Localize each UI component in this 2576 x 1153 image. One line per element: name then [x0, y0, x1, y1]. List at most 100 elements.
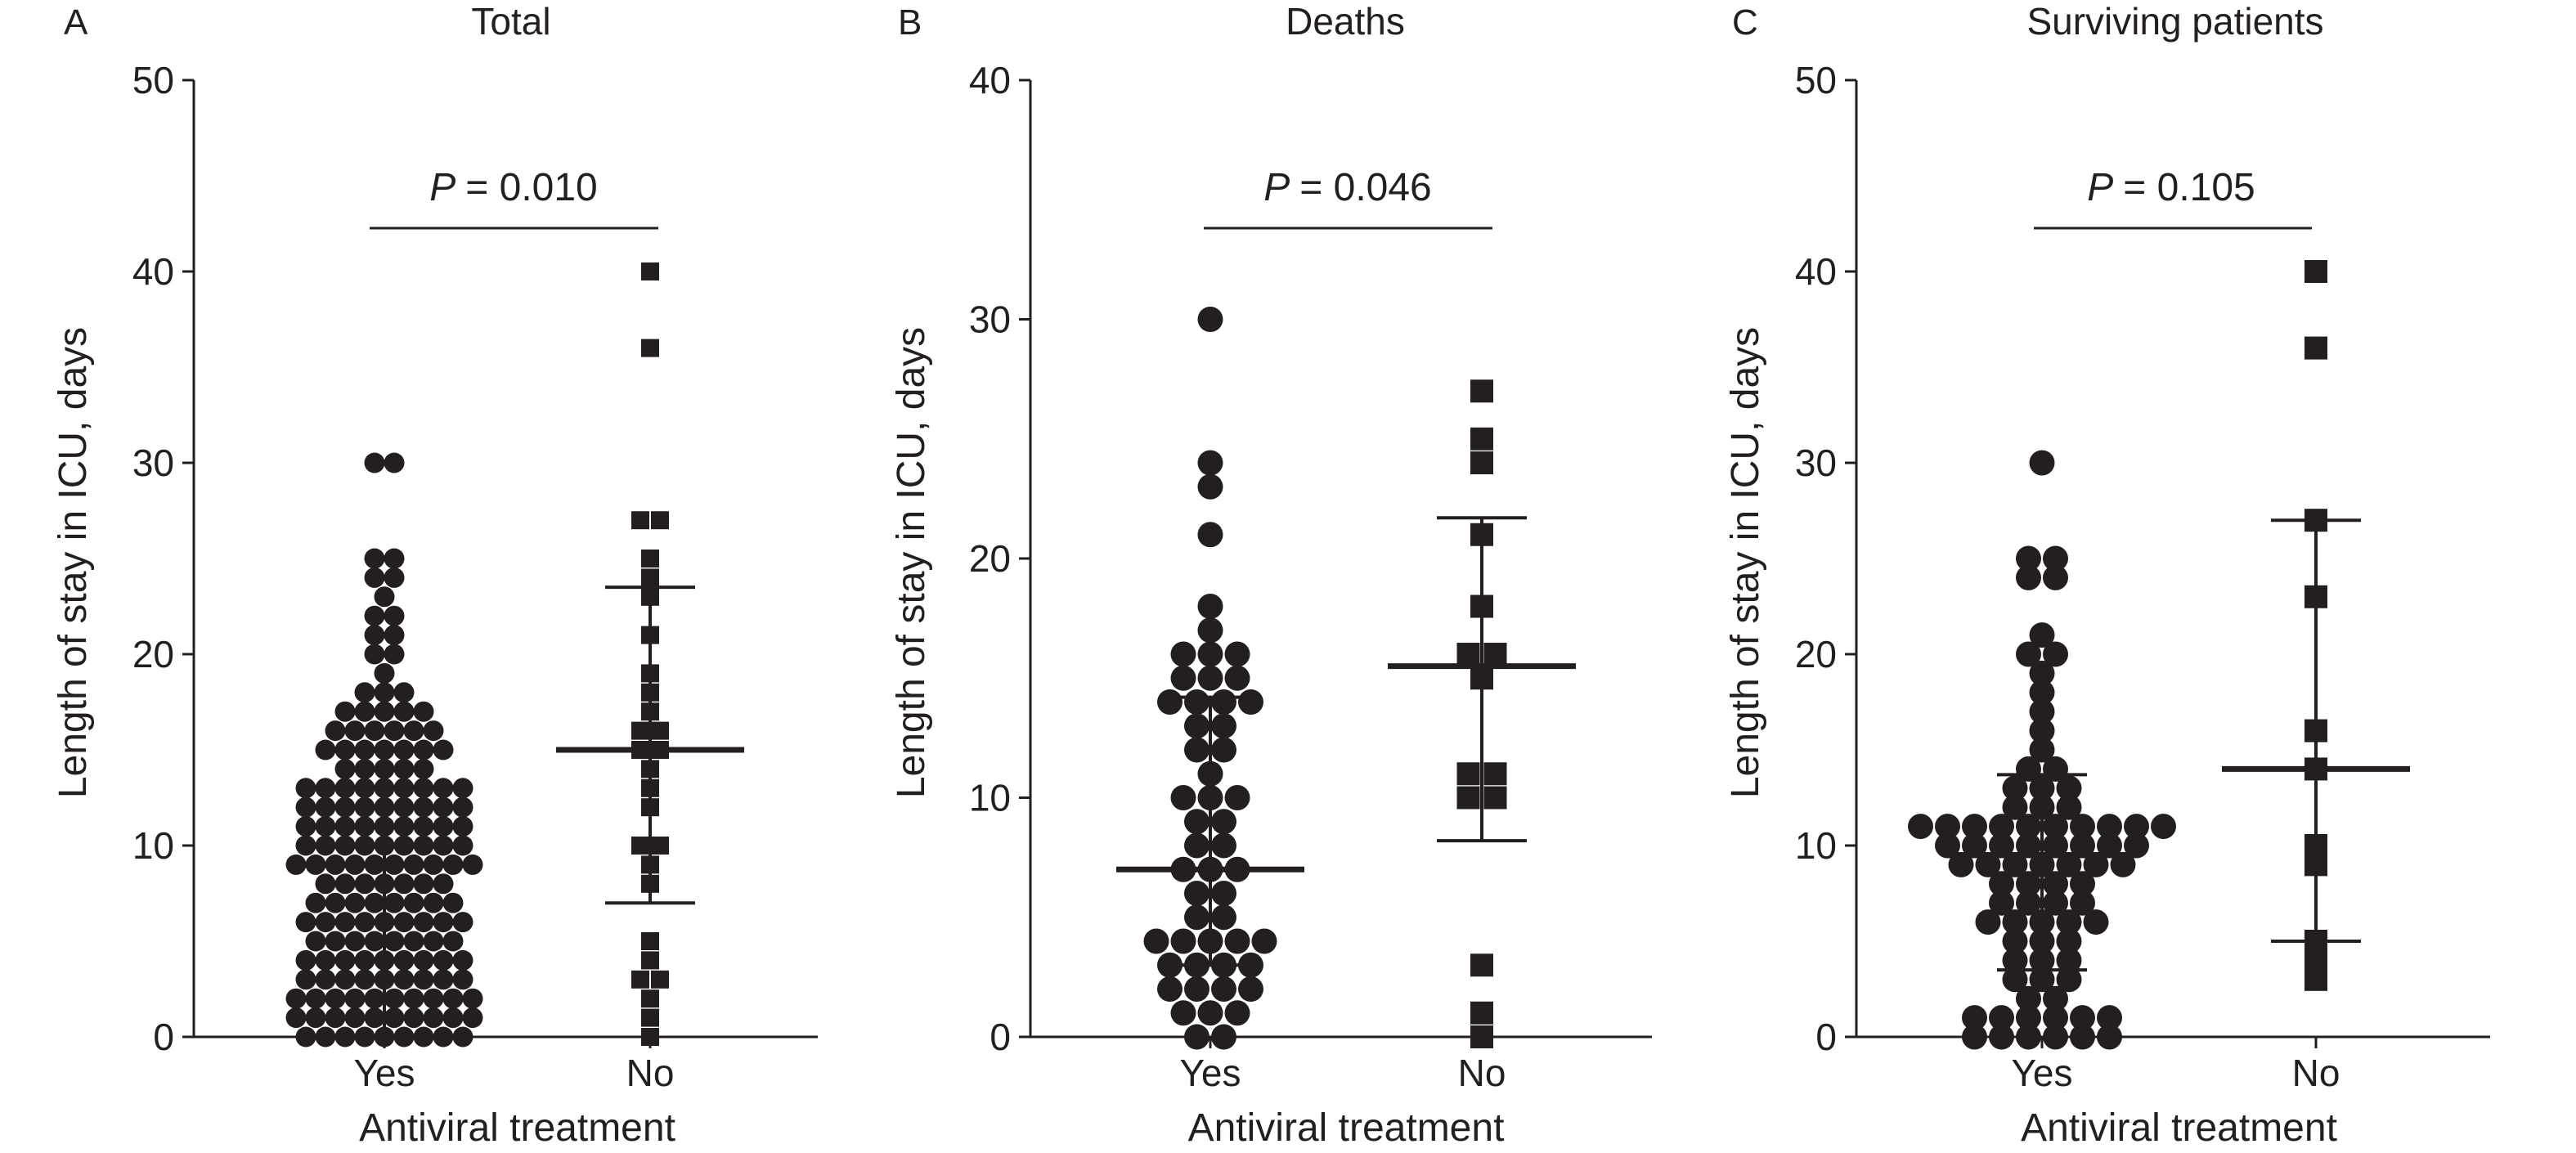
data-point	[374, 662, 395, 684]
data-point	[1483, 786, 1507, 810]
data-point	[2016, 871, 2041, 897]
data-point	[325, 892, 346, 913]
data-point	[433, 873, 454, 895]
panel-title: Surviving patients	[2026, 0, 2323, 43]
series-yes	[285, 452, 483, 1048]
data-point	[2056, 851, 2082, 877]
data-point	[295, 835, 316, 856]
data-point	[354, 1026, 375, 1048]
y-tick-label: 0	[990, 1016, 1011, 1058]
data-point	[344, 892, 366, 913]
data-point	[305, 1007, 326, 1029]
data-point	[1470, 1025, 1493, 1048]
data-point	[452, 835, 473, 856]
data-point	[364, 605, 385, 626]
data-point	[374, 586, 395, 608]
data-point	[393, 912, 415, 933]
data-point	[1224, 1000, 1250, 1026]
data-point	[344, 988, 366, 1009]
data-point	[1948, 851, 1974, 877]
data-point	[1197, 522, 1223, 548]
data-point	[354, 873, 375, 895]
p-symbol: P	[1263, 166, 1290, 209]
data-point	[651, 721, 669, 740]
data-point	[334, 778, 356, 799]
data-point	[334, 1026, 356, 1048]
data-point	[295, 778, 316, 799]
data-point	[2016, 1024, 2041, 1050]
data-point	[2002, 794, 2028, 820]
data-point	[1989, 890, 2014, 916]
data-point	[334, 912, 356, 933]
data-point	[1962, 1024, 1987, 1050]
data-point	[1211, 976, 1236, 1002]
y-axis-title: Length of stay in ICU, days	[890, 327, 933, 798]
data-point	[393, 835, 415, 856]
data-point	[2083, 851, 2109, 877]
data-point	[354, 682, 375, 703]
data-point	[364, 720, 385, 742]
series-no	[2222, 260, 2410, 991]
data-point	[631, 970, 649, 989]
data-point	[354, 969, 375, 990]
data-point	[413, 949, 434, 971]
data-point	[1483, 643, 1507, 666]
data-point	[1184, 976, 1209, 1002]
data-point	[393, 682, 415, 703]
data-point	[315, 873, 336, 895]
data-point	[462, 1007, 483, 1029]
data-point	[423, 988, 444, 1009]
data-point	[1143, 928, 1169, 954]
data-point	[393, 949, 415, 971]
panel-a: A Total 0 10 20 30 40 50 Yes No Antiviral treatmen…	[52, 0, 818, 1150]
data-point	[2056, 909, 2082, 935]
data-point	[2002, 967, 2028, 993]
data-point	[1238, 689, 1263, 715]
data-point	[364, 548, 385, 569]
data-point	[2029, 622, 2055, 648]
data-point	[413, 1026, 434, 1048]
data-point	[2056, 967, 2082, 993]
data-point	[1224, 928, 1250, 954]
y-tick-label: 40	[1795, 250, 1837, 293]
data-point	[1989, 1005, 2014, 1031]
data-point	[2002, 909, 2028, 935]
data-point	[2016, 832, 2041, 859]
data-point	[295, 796, 316, 818]
y-tick-label: 50	[132, 59, 174, 101]
data-point	[384, 931, 405, 952]
data-point	[295, 969, 316, 990]
data-point	[433, 816, 454, 837]
x-tick-label: Yes	[1179, 1052, 1241, 1094]
data-point	[2043, 832, 2068, 859]
data-point	[285, 1007, 307, 1029]
p-value: = 0.046	[1299, 166, 1431, 209]
data-point	[393, 701, 415, 722]
data-point	[2056, 775, 2082, 801]
data-point	[384, 1007, 405, 1029]
data-point	[1470, 427, 1493, 451]
data-point	[384, 567, 405, 588]
x-tick-label: Yes	[2011, 1052, 2072, 1094]
data-point	[384, 644, 405, 665]
data-point	[2043, 1005, 2068, 1031]
data-point	[651, 970, 669, 989]
data-point	[2070, 1005, 2095, 1031]
data-point	[2056, 947, 2082, 973]
data-point	[2043, 890, 2068, 916]
data-point	[1470, 1001, 1493, 1025]
data-point	[393, 969, 415, 990]
data-point	[285, 988, 307, 1009]
data-point	[1483, 762, 1507, 786]
data-point	[1935, 814, 1960, 840]
data-point	[413, 701, 434, 722]
panel-letter: C	[1732, 2, 1758, 43]
data-point	[2029, 967, 2055, 993]
data-point	[403, 1007, 424, 1029]
data-point	[344, 1007, 366, 1029]
data-point	[433, 796, 454, 818]
data-point	[364, 625, 385, 646]
data-point	[354, 835, 375, 856]
y-axis-title: Length of stay in ICU, days	[1724, 327, 1767, 798]
